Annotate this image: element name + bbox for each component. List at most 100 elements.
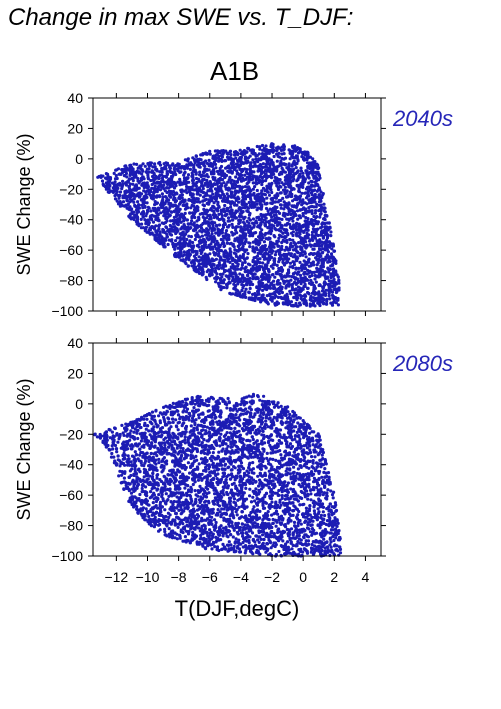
data-point bbox=[261, 288, 265, 292]
data-point bbox=[205, 220, 209, 224]
data-point bbox=[217, 159, 221, 163]
data-point bbox=[325, 256, 330, 260]
data-point bbox=[247, 297, 251, 301]
period-label-2040s: 2040s bbox=[392, 106, 453, 131]
data-point bbox=[275, 282, 279, 286]
data-point bbox=[121, 200, 126, 204]
data-point bbox=[299, 241, 304, 245]
data-point bbox=[327, 294, 331, 298]
data-point bbox=[233, 280, 237, 284]
data-point bbox=[210, 267, 215, 271]
data-point bbox=[204, 240, 208, 244]
data-point bbox=[267, 226, 272, 230]
data-point bbox=[234, 162, 238, 166]
data-point bbox=[208, 252, 212, 256]
data-point bbox=[220, 275, 224, 279]
data-point bbox=[257, 181, 261, 185]
data-point bbox=[317, 200, 321, 204]
data-point bbox=[132, 197, 136, 201]
data-point bbox=[289, 172, 293, 176]
data-point bbox=[219, 158, 224, 162]
data-point bbox=[267, 157, 271, 161]
data-point bbox=[127, 168, 131, 172]
data-point bbox=[253, 272, 257, 276]
data-point bbox=[154, 167, 158, 171]
data-point bbox=[286, 174, 290, 178]
data-point bbox=[227, 223, 231, 228]
data-point bbox=[307, 181, 311, 185]
data-point bbox=[277, 286, 281, 290]
data-point bbox=[328, 297, 332, 301]
data-point bbox=[232, 267, 236, 271]
data-point bbox=[327, 240, 331, 244]
data-point bbox=[186, 264, 190, 268]
data-point bbox=[312, 263, 316, 267]
data-point bbox=[320, 261, 324, 265]
data-point bbox=[316, 250, 320, 254]
data-point bbox=[260, 176, 264, 180]
data-point bbox=[212, 250, 216, 255]
data-point bbox=[317, 291, 321, 295]
data-point bbox=[306, 225, 310, 229]
data-point bbox=[311, 247, 315, 251]
data-point bbox=[235, 203, 239, 207]
data-point bbox=[244, 237, 248, 241]
data-point bbox=[157, 233, 162, 237]
data-point bbox=[264, 237, 268, 241]
data-point bbox=[332, 287, 336, 292]
data-point bbox=[176, 180, 180, 184]
data-point bbox=[231, 275, 235, 279]
data-point bbox=[191, 200, 195, 204]
data-point bbox=[221, 242, 225, 246]
data-point bbox=[158, 160, 162, 165]
data-point bbox=[229, 255, 233, 259]
data-point bbox=[187, 198, 191, 202]
data-point bbox=[208, 199, 212, 203]
data-point bbox=[302, 206, 306, 210]
data-point bbox=[144, 225, 148, 229]
data-point bbox=[151, 220, 156, 224]
data-point bbox=[299, 166, 303, 170]
data-point bbox=[318, 215, 322, 219]
data-point bbox=[256, 289, 260, 294]
data-point bbox=[261, 277, 265, 281]
data-point bbox=[191, 240, 195, 245]
data-point bbox=[135, 162, 139, 166]
data-point bbox=[185, 176, 189, 181]
data-point bbox=[236, 159, 240, 163]
data-point bbox=[330, 290, 335, 294]
data-point bbox=[274, 294, 278, 298]
data-point bbox=[153, 162, 157, 166]
data-point bbox=[238, 148, 242, 152]
data-point bbox=[318, 283, 322, 287]
data-point bbox=[263, 263, 268, 267]
y-tick-label: 0 bbox=[75, 151, 83, 167]
data-point bbox=[201, 190, 205, 194]
data-point bbox=[245, 209, 249, 213]
data-point bbox=[196, 267, 201, 272]
data-point bbox=[302, 297, 306, 301]
data-point bbox=[230, 215, 234, 219]
y-tick-label: −60 bbox=[59, 242, 83, 258]
data-point bbox=[293, 242, 297, 247]
data-point bbox=[200, 234, 204, 238]
data-point bbox=[255, 144, 259, 149]
data-point bbox=[203, 164, 207, 168]
data-point bbox=[245, 248, 249, 252]
data-point bbox=[291, 169, 295, 173]
data-point bbox=[245, 182, 249, 186]
data-point bbox=[270, 149, 274, 153]
data-point bbox=[225, 256, 229, 260]
data-point bbox=[306, 278, 310, 282]
data-point bbox=[219, 194, 223, 198]
data-point bbox=[295, 222, 299, 226]
data-point bbox=[291, 260, 295, 264]
data-point bbox=[309, 282, 313, 286]
data-point bbox=[290, 194, 294, 198]
data-point bbox=[311, 227, 315, 231]
data-point bbox=[232, 157, 236, 162]
data-point bbox=[248, 245, 252, 249]
data-point bbox=[252, 222, 256, 226]
data-point bbox=[178, 202, 182, 206]
data-point bbox=[171, 189, 175, 194]
